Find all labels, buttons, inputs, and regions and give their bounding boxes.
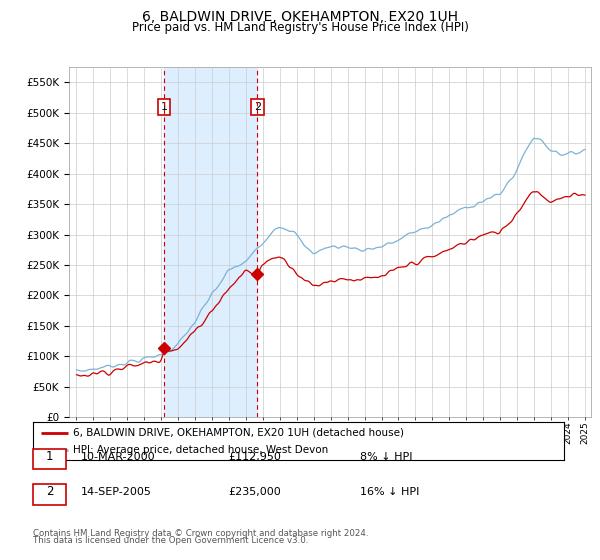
Text: 10-MAR-2000: 10-MAR-2000 [81,452,155,461]
Text: HPI: Average price, detached house, West Devon: HPI: Average price, detached house, West… [73,445,328,455]
Text: 8% ↓ HPI: 8% ↓ HPI [360,452,413,461]
Text: £235,000: £235,000 [228,487,281,497]
Text: 1: 1 [46,450,53,463]
Text: 6, BALDWIN DRIVE, OKEHAMPTON, EX20 1UH (detached house): 6, BALDWIN DRIVE, OKEHAMPTON, EX20 1UH (… [73,427,404,437]
Text: 2: 2 [46,486,53,498]
Text: 14-SEP-2005: 14-SEP-2005 [81,487,152,497]
Text: Contains HM Land Registry data © Crown copyright and database right 2024.: Contains HM Land Registry data © Crown c… [33,529,368,538]
Text: Price paid vs. HM Land Registry's House Price Index (HPI): Price paid vs. HM Land Registry's House … [131,21,469,34]
Text: This data is licensed under the Open Government Licence v3.0.: This data is licensed under the Open Gov… [33,536,308,545]
Text: 2: 2 [254,102,261,112]
Text: £112,950: £112,950 [228,452,281,461]
Bar [164,67,257,417]
Text: 1: 1 [161,102,167,112]
Text: 16% ↓ HPI: 16% ↓ HPI [360,487,419,497]
Text: 6, BALDWIN DRIVE, OKEHAMPTON, EX20 1UH: 6, BALDWIN DRIVE, OKEHAMPTON, EX20 1UH [142,10,458,24]
